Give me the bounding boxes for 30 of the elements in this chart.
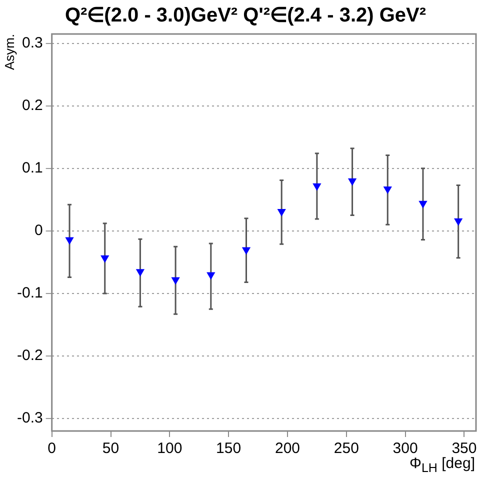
y-tick-label: -0.1: [16, 284, 43, 302]
point: [172, 277, 180, 284]
point: [278, 209, 286, 216]
point: [348, 178, 356, 186]
x-tick-label: 150: [216, 440, 242, 458]
x-axis-title: Φ$_{LH}$ [deg]: [410, 455, 475, 475]
point: [66, 237, 74, 244]
x-tick-label: 300: [392, 440, 418, 458]
point: [136, 269, 144, 276]
chart-title: Q²∈(2.0 - 3.0)GeV² Q'²∈(2.4 - 3.2) GeV²: [64, 4, 426, 27]
y-tick-label: 0.2: [22, 97, 43, 114]
point: [419, 200, 427, 208]
y-tick-label: -0.2: [16, 347, 43, 364]
y-axis-title: Asym.: [2, 34, 17, 70]
x-tick-label: 250: [334, 440, 359, 458]
x-tick-label: 0: [48, 440, 56, 458]
y-tick-label: 0.1: [22, 160, 43, 177]
y-tick-label: -0.3: [16, 410, 43, 427]
point: [242, 247, 250, 254]
point: [384, 186, 392, 194]
x-tick-label: 100: [157, 440, 182, 458]
point: [100, 255, 109, 262]
point: [454, 218, 462, 226]
point: [312, 183, 321, 190]
x-tick-label: 350: [452, 440, 477, 458]
y-tick-label: 0.3: [22, 34, 43, 52]
x-tick-label: 200: [274, 440, 300, 458]
point: [206, 272, 215, 280]
y-tick-label: 0: [34, 222, 43, 240]
x-tick-label: 50: [102, 440, 120, 458]
